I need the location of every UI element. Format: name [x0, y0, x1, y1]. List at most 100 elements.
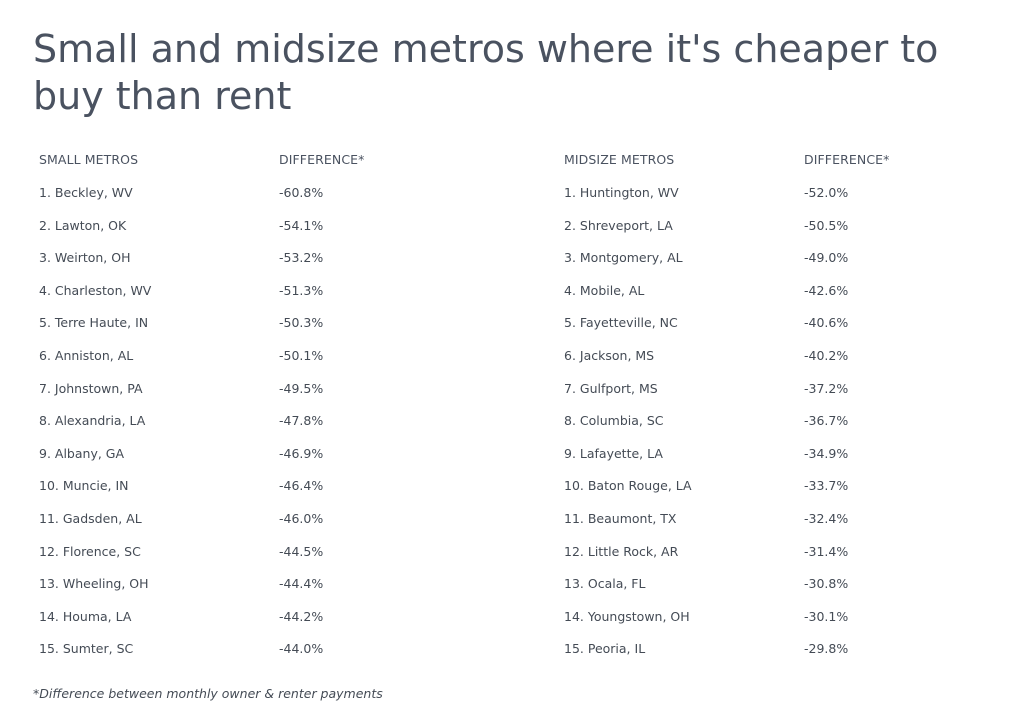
difference-value-cell: -44.5% — [279, 543, 324, 559]
table-row: 9. Albany, GA -46.9% — [39, 446, 469, 479]
difference-value-cell: -47.8% — [279, 413, 324, 429]
metro-name-cell: 8. Alexandria, LA — [39, 413, 146, 429]
metro-name-cell: 2. Lawton, OK — [39, 217, 127, 233]
table-row: 14. Houma, LA -44.2% — [39, 609, 469, 642]
midsize-metros-rows: 1. Huntington, WV -52.0% 2. Shreveport, LA… — [564, 185, 994, 674]
metro-name-cell: 14. Houma, LA — [39, 608, 132, 624]
table-row: 11. Beaumont, TX -32.4% — [564, 511, 994, 544]
metro-name-cell: 11. Beaumont, TX — [564, 510, 677, 526]
metro-name-cell: 5. Fayetteville, NC — [564, 315, 678, 331]
difference-value-cell: -46.4% — [279, 478, 324, 494]
difference-value-cell: -50.1% — [279, 347, 324, 363]
difference-value-cell: -40.6% — [804, 315, 849, 331]
metro-name-cell: 9. Lafayette, LA — [564, 445, 663, 461]
difference-value-cell: -40.2% — [804, 347, 849, 363]
metro-name-cell: 12. Little Rock, AR — [564, 543, 679, 559]
table-row: 2. Shreveport, LA -50.5% — [564, 218, 994, 251]
small-metros-table: SMALL METROS DIFFERENCE* 1. Beckley, WV -… — [39, 152, 469, 674]
footnote: *Difference between monthly owner & rent… — [33, 686, 383, 701]
metro-name-cell: 14. Youngstown, OH — [564, 608, 690, 624]
table-row: 13. Wheeling, OH -44.4% — [39, 576, 469, 609]
difference-value-cell: -44.4% — [279, 576, 324, 592]
table-row: 6. Jackson, MS -40.2% — [564, 348, 994, 381]
difference-value-cell: -46.0% — [279, 510, 324, 526]
metro-name-cell: 1. Beckley, WV — [39, 185, 133, 200]
table-row: 15. Peoria, IL -29.8% — [564, 641, 994, 674]
difference-value-cell: -32.4% — [804, 510, 849, 526]
metro-name-cell: 13. Ocala, FL — [564, 576, 646, 592]
difference-value-cell: -60.8% — [279, 185, 324, 200]
table-row: 7. Gulfport, MS -37.2% — [564, 381, 994, 414]
metro-name-cell: 4. Charleston, WV — [39, 282, 152, 298]
difference-value-cell: -53.2% — [279, 250, 324, 266]
metro-name-cell: 15. Sumter, SC — [39, 641, 134, 657]
difference-value-cell: -52.0% — [804, 185, 849, 200]
difference-value-cell: -50.3% — [279, 315, 324, 331]
difference-value-cell: -54.1% — [279, 217, 324, 233]
table-row: 5. Fayetteville, NC -40.6% — [564, 315, 994, 348]
metro-name-cell: 10. Muncie, IN — [39, 478, 129, 494]
table-row: 8. Alexandria, LA -47.8% — [39, 413, 469, 446]
table-row: 4. Charleston, WV -51.3% — [39, 283, 469, 316]
column-header-small-metros: SMALL METROS — [39, 152, 139, 167]
table-row: 9. Lafayette, LA -34.9% — [564, 446, 994, 479]
difference-value-cell: -51.3% — [279, 282, 324, 298]
table-row: 13. Ocala, FL -30.8% — [564, 576, 994, 609]
table-row: 14. Youngstown, OH -30.1% — [564, 609, 994, 642]
difference-value-cell: -37.2% — [804, 380, 849, 396]
metro-name-cell: 15. Peoria, IL — [564, 641, 646, 657]
metro-name-cell: 4. Mobile, AL — [564, 282, 645, 298]
table-row: 1. Huntington, WV -52.0% — [564, 185, 994, 218]
table-row: 15. Sumter, SC -44.0% — [39, 641, 469, 674]
midsize-metros-table: MIDSIZE METROS DIFFERENCE* 1. Huntington… — [564, 152, 994, 674]
difference-value-cell: -49.0% — [804, 250, 849, 266]
difference-value-cell: -42.6% — [804, 282, 849, 298]
difference-value-cell: -34.9% — [804, 445, 849, 461]
table-row: 12. Little Rock, AR -31.4% — [564, 544, 994, 577]
table-row: 3. Weirton, OH -53.2% — [39, 250, 469, 283]
table-header: SMALL METROS DIFFERENCE* — [39, 152, 469, 172]
difference-value-cell: -33.7% — [804, 478, 849, 494]
metro-name-cell: 11. Gadsden, AL — [39, 510, 142, 526]
table-row: 6. Anniston, AL -50.1% — [39, 348, 469, 381]
metro-name-cell: 1. Huntington, WV — [564, 185, 679, 200]
difference-value-cell: -29.8% — [804, 641, 849, 657]
metro-name-cell: 7. Gulfport, MS — [564, 380, 658, 396]
metro-name-cell: 12. Florence, SC — [39, 543, 141, 559]
difference-value-cell: -49.5% — [279, 380, 324, 396]
difference-value-cell: -44.2% — [279, 608, 324, 624]
table-row: 11. Gadsden, AL -46.0% — [39, 511, 469, 544]
column-header-midsize-metros: MIDSIZE METROS — [564, 152, 675, 167]
difference-value-cell: -44.0% — [279, 641, 324, 657]
table-row: 10. Muncie, IN -46.4% — [39, 478, 469, 511]
metro-name-cell: 3. Weirton, OH — [39, 250, 131, 266]
metro-name-cell: 2. Shreveport, LA — [564, 217, 673, 233]
metro-name-cell: 13. Wheeling, OH — [39, 576, 149, 592]
table-row: 1. Beckley, WV -60.8% — [39, 185, 469, 218]
chart-title: Small and midsize metros where it's chea… — [33, 27, 939, 118]
table-row: 10. Baton Rouge, LA -33.7% — [564, 478, 994, 511]
difference-value-cell: -50.5% — [804, 217, 849, 233]
table-row: 3. Montgomery, AL -49.0% — [564, 250, 994, 283]
metro-name-cell: 3. Montgomery, AL — [564, 250, 683, 266]
metro-name-cell: 8. Columbia, SC — [564, 413, 664, 429]
table-row: 2. Lawton, OK -54.1% — [39, 218, 469, 251]
table-header: MIDSIZE METROS DIFFERENCE* — [564, 152, 994, 172]
difference-value-cell: -36.7% — [804, 413, 849, 429]
metro-name-cell: 5. Terre Haute, IN — [39, 315, 149, 331]
metro-name-cell: 6. Anniston, AL — [39, 347, 134, 363]
table-row: 7. Johnstown, PA -49.5% — [39, 381, 469, 414]
metro-name-cell: 7. Johnstown, PA — [39, 380, 143, 396]
column-header-difference: DIFFERENCE* — [279, 152, 365, 167]
column-header-difference: DIFFERENCE* — [804, 152, 890, 167]
table-row: 5. Terre Haute, IN -50.3% — [39, 315, 469, 348]
difference-value-cell: -46.9% — [279, 445, 324, 461]
table-row: 4. Mobile, AL -42.6% — [564, 283, 994, 316]
table-row: 8. Columbia, SC -36.7% — [564, 413, 994, 446]
metro-name-cell: 6. Jackson, MS — [564, 347, 655, 363]
difference-value-cell: -30.1% — [804, 608, 849, 624]
table-row: 12. Florence, SC -44.5% — [39, 544, 469, 577]
difference-value-cell: -31.4% — [804, 543, 849, 559]
metro-name-cell: 10. Baton Rouge, LA — [564, 478, 692, 494]
small-metros-rows: 1. Beckley, WV -60.8% 2. Lawton, OK -54.1% 3… — [39, 185, 469, 674]
